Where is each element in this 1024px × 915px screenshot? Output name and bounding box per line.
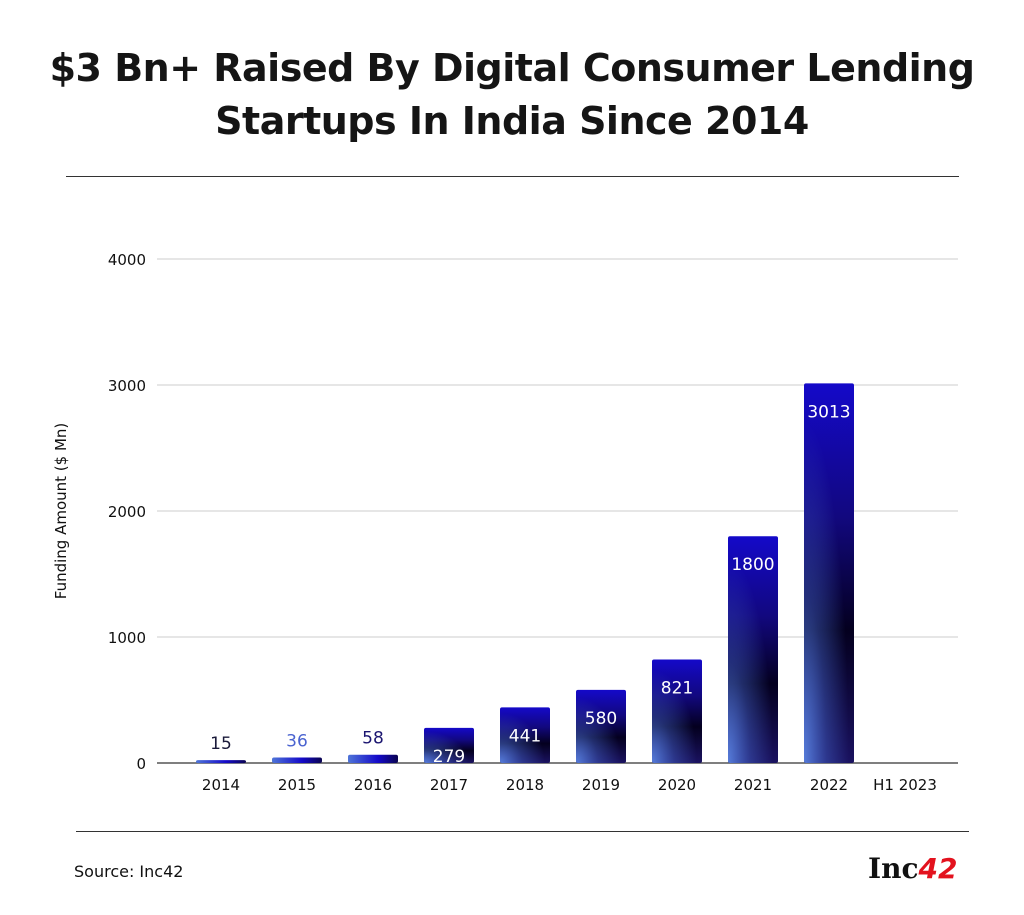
- data-label: 36: [286, 731, 308, 751]
- x-tick-label: 2016: [354, 776, 392, 794]
- data-label: 3013: [807, 402, 850, 422]
- x-tick-label: 2019: [582, 776, 620, 794]
- x-tick-label: 2015: [278, 776, 316, 794]
- title-divider: [66, 176, 959, 177]
- data-label: 1800: [731, 555, 774, 575]
- bar-glow: [424, 727, 474, 763]
- data-label: 821: [661, 679, 693, 699]
- data-label: 58: [362, 729, 384, 749]
- x-tick-label: 2022: [810, 776, 848, 794]
- data-label: 279: [433, 747, 465, 767]
- source-note: Source: Inc42: [74, 862, 184, 881]
- bar-glow: [728, 536, 778, 763]
- footer-divider: [76, 831, 969, 832]
- y-tick-label: 3000: [108, 377, 146, 395]
- y-tick-label: 0: [136, 755, 146, 773]
- x-tick-label: 2018: [506, 776, 544, 794]
- bar: [348, 754, 398, 763]
- data-label: 441: [509, 726, 541, 746]
- y-tick-label: 2000: [108, 503, 146, 521]
- x-tick-label: 2020: [658, 776, 696, 794]
- x-tick-label: 2014: [202, 776, 240, 794]
- x-tick-label: 2021: [734, 776, 772, 794]
- data-label: 15: [210, 734, 232, 754]
- bar-glow: [804, 383, 854, 763]
- bar-glow: [652, 659, 702, 763]
- bar: [196, 760, 246, 764]
- bar-glow: [500, 707, 550, 763]
- inc42-logo: Inc42: [868, 852, 958, 885]
- bar-glow: [576, 689, 626, 763]
- y-axis-label: Funding Amount ($ Mn): [52, 423, 70, 599]
- y-tick-label: 1000: [108, 629, 146, 647]
- y-tick-label: 4000: [108, 251, 146, 269]
- data-label: 580: [585, 709, 617, 729]
- x-tick-label: H1 2023: [873, 776, 937, 794]
- chart-title: $3 Bn+ Raised By Digital Consumer Lendin…: [49, 46, 975, 143]
- x-tick-label: 2017: [430, 776, 468, 794]
- bar: [272, 757, 322, 763]
